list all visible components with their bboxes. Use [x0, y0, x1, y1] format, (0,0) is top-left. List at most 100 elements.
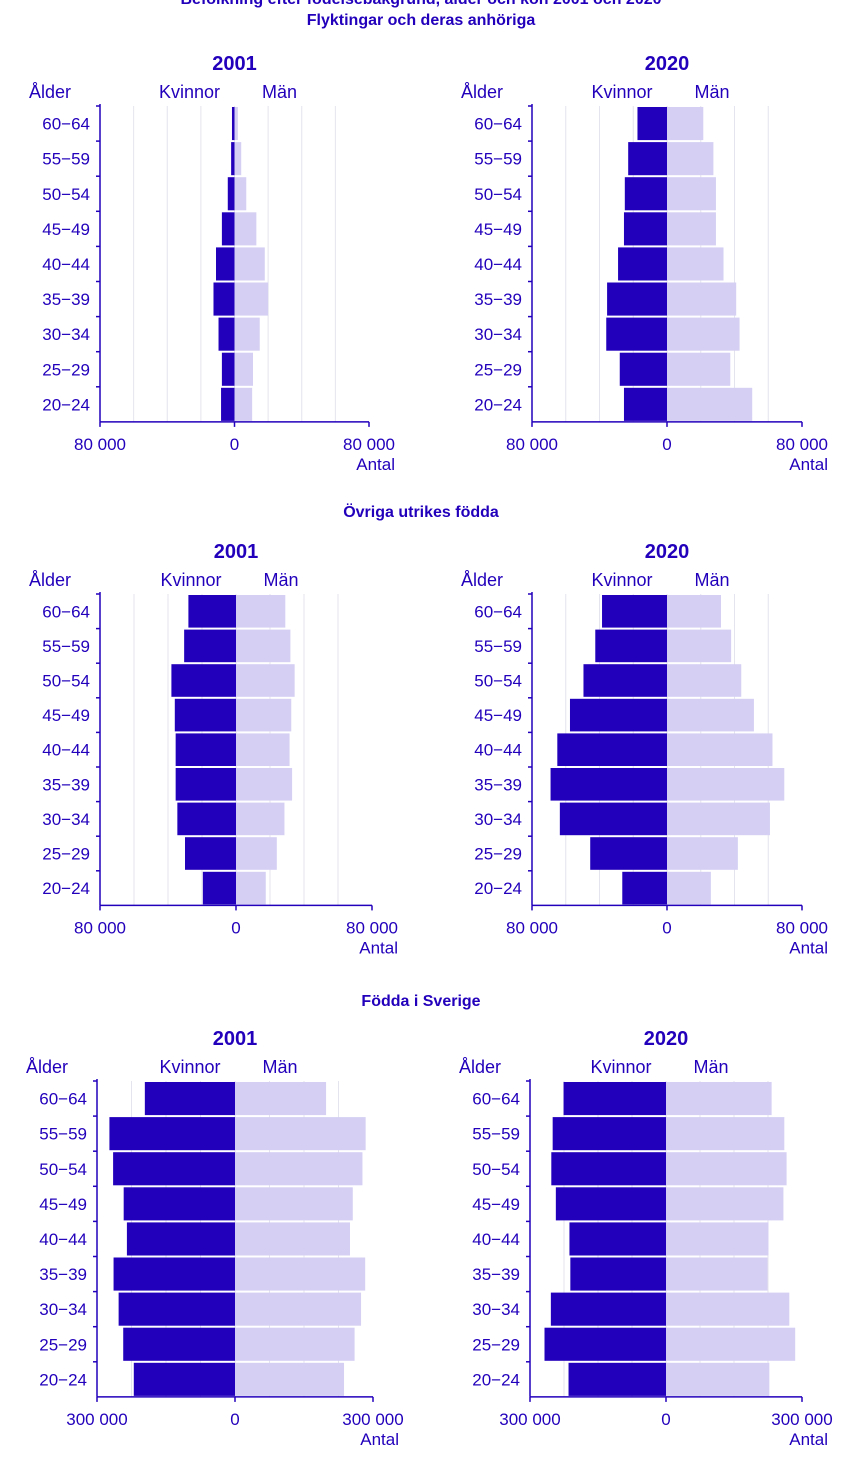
panel-2-legend-women: Kvinnor	[160, 570, 221, 590]
panel-1-bar-women	[623, 212, 667, 246]
panel-2-bar-men	[236, 664, 295, 697]
panel-5-age-label: 60−64	[472, 1090, 520, 1109]
panel-3-x-tick-label: 0	[662, 918, 671, 937]
panel-4-bar-women	[109, 1117, 235, 1151]
panel-0-bar-men	[234, 177, 247, 211]
panel-1-bar-women	[619, 352, 667, 386]
panel-2-bar-men	[236, 768, 293, 801]
panel-3-bar-men	[667, 871, 711, 905]
panel-5-bar-men	[666, 1362, 770, 1396]
panel-2-age-label: 45−49	[42, 706, 90, 725]
panel-5-bar-men	[666, 1327, 796, 1361]
panel-3-bar-men	[667, 768, 785, 801]
panel-3-age-label: 30−34	[474, 810, 522, 829]
panel-5-age-label: 35−39	[472, 1265, 520, 1284]
panel-5-bar-men	[666, 1222, 769, 1256]
panel-2-age-label: 35−39	[42, 775, 90, 794]
panel-2-age-label: 50−54	[42, 672, 90, 691]
panel-1-age-label: 30−34	[474, 325, 522, 344]
panel-1-bar-women	[623, 387, 667, 421]
panel-1-age-label: 35−39	[474, 290, 522, 309]
panel-5-age-label: 25−29	[472, 1335, 520, 1354]
panel-3-bar-men	[667, 698, 754, 732]
panel-3-bar-women	[602, 595, 667, 628]
panel-3-bar-men	[667, 733, 773, 766]
panel-1-x-tick-label: 0	[662, 435, 671, 454]
panel-3-age-label: 45−49	[474, 706, 522, 725]
panel-0-bar-men	[234, 107, 238, 141]
panel-3-age-label: 50−54	[474, 672, 522, 691]
panel-4-age-label: 35−39	[39, 1265, 87, 1284]
panel-0-legend-men: Män	[262, 82, 297, 102]
panel-4-bar-men	[235, 1257, 366, 1291]
panel-1-bar-men	[667, 352, 731, 386]
panel-4-bar-women	[118, 1292, 235, 1326]
panel-1-bar-men	[667, 387, 753, 421]
panel-0-x-tick-label: 0	[230, 435, 239, 454]
panel-4-bar-men	[235, 1152, 363, 1186]
panel-2-x-axis-label: Antal	[359, 938, 398, 957]
panel-0-x-tick-label: 80 000	[343, 435, 395, 454]
panel-0-age-axis-label: Ålder	[29, 82, 71, 102]
panel-3-age-label: 20−24	[474, 879, 522, 898]
panel-4-bar-men	[235, 1187, 353, 1221]
panel-0-bar-men	[234, 352, 253, 386]
panel-3-x-tick-label: 80 000	[506, 918, 558, 937]
panel-0-age-label: 40−44	[42, 255, 90, 274]
panel-2-bar-men	[236, 871, 266, 905]
panel-5-bar-women	[569, 1222, 666, 1256]
panel-0-year-title: 2001	[212, 53, 257, 75]
panel-4-bar-men	[235, 1117, 366, 1151]
panel-2-age-label: 60−64	[42, 602, 90, 621]
panel-0-bar-men	[234, 212, 257, 246]
panel-1-age-label: 40−44	[474, 255, 522, 274]
panel-3-bar-men	[667, 664, 742, 697]
panel-0-bar-women	[221, 387, 235, 421]
panel-2-bar-women	[188, 595, 236, 628]
panel-2-bar-women	[175, 768, 236, 801]
panel-2-x-tick-label: 0	[231, 918, 240, 937]
panel-2-age-label: 20−24	[42, 879, 90, 898]
panel-5-bar-men	[666, 1117, 785, 1151]
panel-4-bar-men	[235, 1327, 355, 1361]
panel-5-bar-women	[570, 1257, 666, 1291]
panel-4-x-axis-label: Antal	[360, 1430, 399, 1449]
panel-1-bar-women	[607, 282, 667, 316]
panel-5-bar-women	[552, 1117, 666, 1151]
panel-4-age-label: 45−49	[39, 1195, 87, 1214]
panel-3-bar-women	[569, 698, 667, 732]
panel-4-age-label: 50−54	[39, 1160, 87, 1179]
panel-3-age-label: 40−44	[474, 741, 522, 760]
panel-1-legend-men: Män	[694, 82, 729, 102]
panel-0-bar-men	[234, 247, 265, 281]
panel-3-bar-women	[559, 802, 667, 836]
panel-1-x-axis-label: Antal	[789, 455, 828, 474]
panel-0-bar-women	[218, 317, 235, 351]
panel-4-bar-men	[235, 1222, 350, 1256]
panel-3-year-title: 2020	[645, 541, 690, 563]
panel-1-bar-women	[628, 142, 667, 176]
group-title-refugees: Flyktingar och deras anhöriga	[306, 12, 536, 29]
panel-4-bar-women	[113, 1257, 235, 1291]
panel-1-bar-men	[667, 247, 724, 281]
panel-3-x-tick-label: 80 000	[776, 918, 828, 937]
panel-4-x-tick-label: 0	[230, 1410, 239, 1429]
panel-1-bar-women	[637, 107, 667, 141]
panel-0-bar-men	[234, 282, 269, 316]
panel-2-bar-men	[236, 733, 290, 766]
panel-5-bar-men	[666, 1082, 772, 1116]
panel-1-age-label: 25−29	[474, 360, 522, 379]
panel-2-x-tick-label: 80 000	[346, 918, 398, 937]
panel-0-age-label: 30−34	[42, 325, 90, 344]
panel-4-x-tick-label: 300 000	[342, 1410, 403, 1429]
panel-0-bar-women	[231, 107, 235, 141]
panel-0-age-label: 60−64	[42, 115, 90, 134]
panel-5-bar-men	[666, 1292, 790, 1326]
panel-2-year-title: 2001	[214, 541, 259, 563]
panel-3-bar-women	[622, 871, 667, 905]
panel-1-legend-women: Kvinnor	[591, 82, 652, 102]
panel-2-bar-women	[177, 802, 236, 836]
panel-0-bar-women	[221, 352, 235, 386]
panel-1-bar-women	[624, 177, 667, 211]
panel-0-age-label: 35−39	[42, 290, 90, 309]
